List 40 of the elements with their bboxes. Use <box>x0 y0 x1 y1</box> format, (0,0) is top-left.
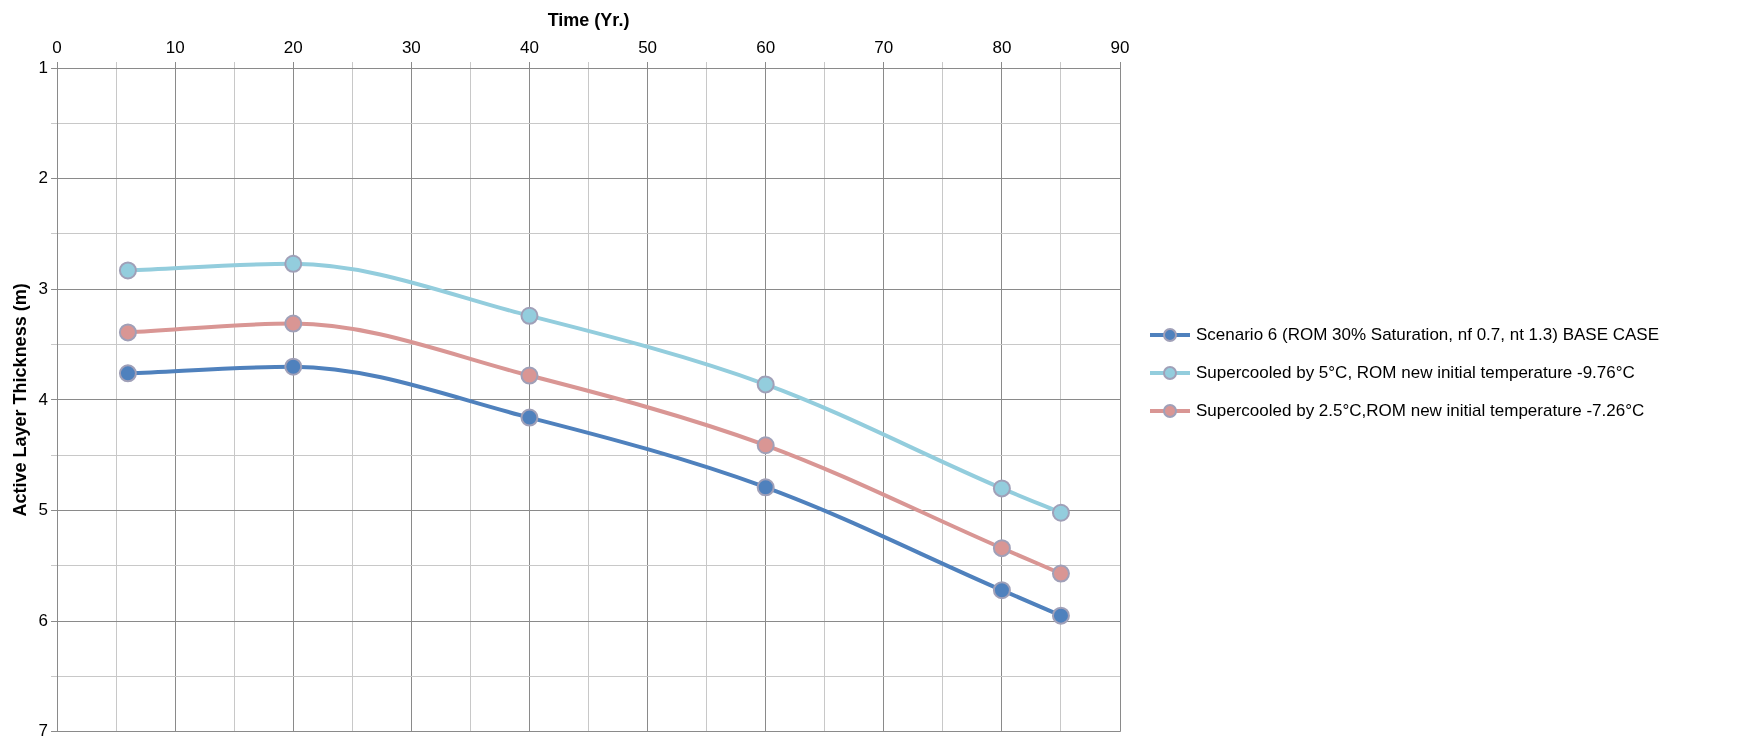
x-tick-label: 80 <box>992 38 1012 58</box>
point <box>284 314 303 333</box>
y-axis-title: Active Layer Thickness (m) <box>9 283 30 517</box>
legend-label: Supercooled by 2.5°C,ROM new initial temperature -7.26°C <box>1196 400 1645 421</box>
x-tick-label: 70 <box>874 38 894 58</box>
point <box>1051 564 1070 583</box>
point <box>756 436 775 455</box>
point <box>118 323 137 342</box>
y-tick-label: 1 <box>38 57 49 77</box>
point <box>1051 606 1070 625</box>
point <box>1051 503 1070 522</box>
point <box>992 539 1011 558</box>
y-tick-label: 2 <box>38 168 49 188</box>
point <box>284 357 303 376</box>
point <box>118 364 137 383</box>
x-axis-title: Time (Yr.) <box>547 9 630 30</box>
point <box>992 479 1011 498</box>
x-tick-label: 20 <box>283 38 303 58</box>
x-tick-label: 50 <box>638 38 658 58</box>
point <box>756 478 775 497</box>
point <box>520 408 539 427</box>
x-tick-label: 60 <box>756 38 776 58</box>
y-tick-label: 6 <box>38 610 49 630</box>
y-tick-label: 4 <box>38 389 49 409</box>
point <box>284 254 303 273</box>
x-tick-label: 90 <box>1110 38 1130 58</box>
y-tick-label: 3 <box>38 278 49 298</box>
x-tick-label: 30 <box>401 38 421 58</box>
y-tick-label: 7 <box>38 721 49 741</box>
x-tick-label: 0 <box>52 38 62 58</box>
point <box>118 261 137 280</box>
legend-label: Scenario 6 (ROM 30% Saturation, nf 0.7, nt 1.3) BASE CASE <box>1196 324 1660 345</box>
point <box>756 375 775 394</box>
x-tick-label: 10 <box>165 38 185 58</box>
legend-label: Supercooled by 5°C, ROM new initial temperature -9.76°C <box>1196 362 1635 383</box>
point <box>520 306 539 325</box>
y-tick-label: 5 <box>38 500 49 520</box>
point <box>520 366 539 385</box>
point <box>992 581 1011 600</box>
x-tick-label: 40 <box>520 38 539 58</box>
